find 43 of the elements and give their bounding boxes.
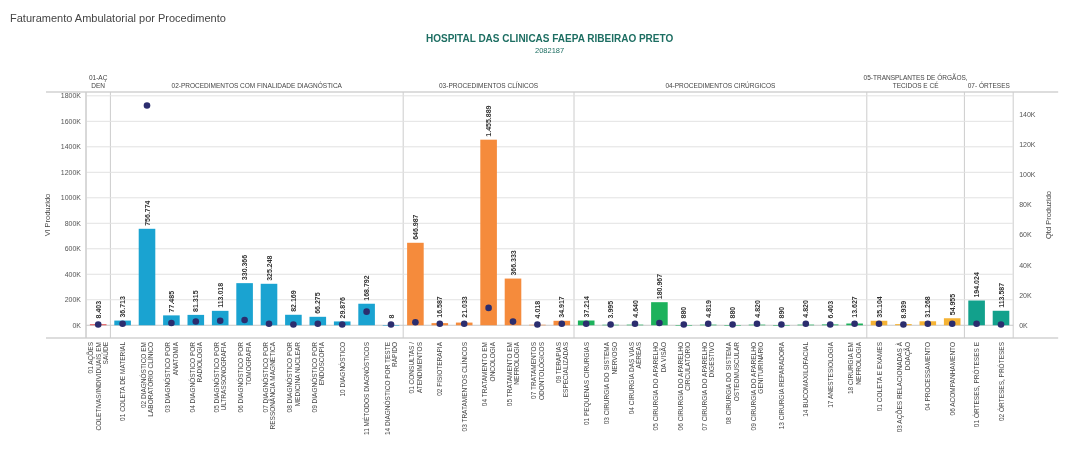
bar [480, 139, 497, 326]
bar [651, 302, 668, 326]
point [558, 320, 566, 328]
point [900, 321, 907, 328]
point [582, 320, 590, 328]
point [387, 321, 395, 328]
point [924, 320, 932, 328]
point [631, 320, 639, 328]
point [729, 321, 736, 328]
chart-subtitle: HOSPITAL DAS CLINICAS FAEPA RIBEIRAO PRETO [425, 33, 674, 44]
point [704, 320, 712, 328]
bar [138, 228, 156, 326]
bar [407, 242, 424, 326]
point [680, 321, 688, 328]
point [338, 321, 346, 328]
point [875, 320, 883, 328]
point [997, 321, 1005, 328]
point [826, 321, 834, 328]
point [94, 321, 102, 328]
bar [504, 278, 522, 326]
bar [236, 283, 253, 326]
point [485, 304, 492, 312]
point [436, 320, 444, 328]
point [753, 320, 761, 328]
point [412, 318, 419, 326]
point [460, 320, 468, 328]
point [607, 321, 614, 328]
point [778, 321, 785, 328]
bar [260, 283, 278, 326]
point [241, 316, 248, 324]
chart-title: Faturamento Ambulatorial por Procedimento [10, 12, 226, 24]
point [534, 321, 541, 328]
point [656, 319, 663, 327]
point [143, 102, 151, 109]
point [948, 320, 956, 328]
point [973, 320, 980, 328]
point [119, 320, 126, 328]
point [265, 320, 273, 328]
point [290, 321, 297, 328]
bar [968, 300, 985, 326]
point [851, 320, 858, 328]
point [509, 318, 517, 325]
point [802, 320, 810, 328]
